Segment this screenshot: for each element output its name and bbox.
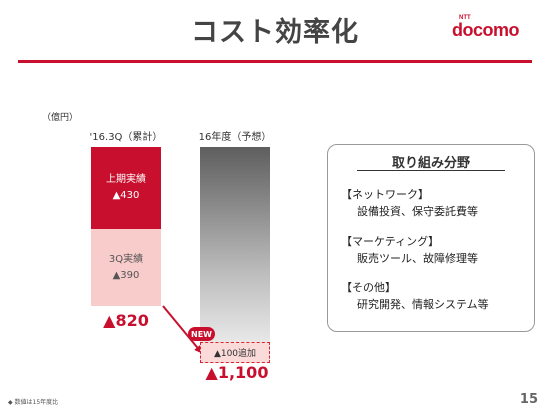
initiatives-title: 取り組み分野 — [391, 156, 470, 171]
footnote: ◆ 数値は15年度比 — [8, 399, 59, 406]
column-header-forecast: 16年度（予想） — [198, 132, 272, 143]
new-badge: NEW — [188, 327, 215, 341]
initiatives-title-underline — [357, 170, 505, 171]
logo-docomo-text: docomo — [452, 20, 520, 40]
bar-forecast — [200, 147, 270, 342]
segment-label: 3Q実績 — [108, 253, 144, 265]
slide-title: コスト効率化 — [191, 17, 359, 48]
segment-label: 上期実績 — [106, 174, 146, 185]
total-cumulative: ▲820 — [103, 311, 149, 330]
initiative-category: 【ネットワーク】 — [341, 188, 429, 201]
column-header-cumulative: '16.3Q（累計） — [89, 132, 163, 143]
logo-ntt-text: NTT — [459, 15, 471, 21]
initiative-detail: 研究開発、情報システム等 — [357, 298, 489, 311]
bar-segment-q3: 3Q実績 ▲390 — [91, 229, 161, 306]
initiatives-panel — [327, 144, 535, 332]
unit-label: （億円） — [42, 113, 79, 123]
segment-value: ▲390 — [112, 269, 140, 281]
additional-savings-box: ▲100追加 — [200, 342, 270, 363]
bar-segment-first-half: 上期実績 ▲430 — [91, 147, 161, 229]
initiative-detail: 販売ツール、故障修理等 — [357, 252, 478, 265]
initiative-category: 【その他】 — [341, 281, 396, 294]
page-number: 15 — [519, 392, 538, 407]
segment-value: ▲430 — [112, 190, 140, 201]
initiative-detail: 設備投資、保守委託費等 — [357, 205, 478, 218]
total-forecast: ▲1,100 — [205, 363, 269, 382]
title-underline — [18, 60, 532, 63]
docomo-logo: NTT docomo — [452, 15, 538, 45]
initiative-category: 【マーケティング】 — [341, 235, 440, 248]
